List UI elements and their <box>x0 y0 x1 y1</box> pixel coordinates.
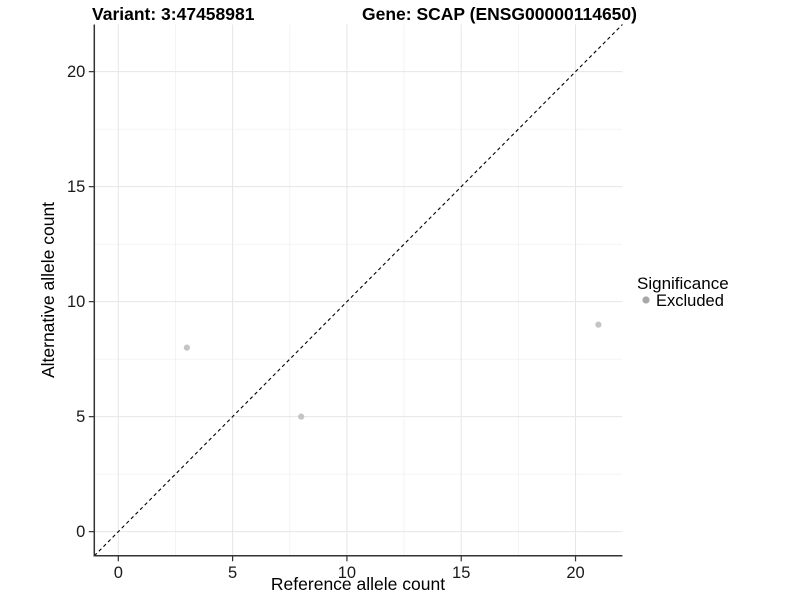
y-tick-label: 10 <box>67 293 85 311</box>
x-tick-label: 15 <box>452 564 470 582</box>
identity-line-layer <box>93 24 623 557</box>
data-points-layer <box>183 321 602 420</box>
y-tick-label: 20 <box>67 63 85 81</box>
x-tick-label: 5 <box>228 564 237 582</box>
x-tick-label: 0 <box>114 564 123 582</box>
x-tick-label: 20 <box>566 564 584 582</box>
legend: Significance Excluded <box>637 274 729 310</box>
plot-title-gene: Gene: SCAP (ENSG00000114650) <box>362 4 637 24</box>
legend-entry-excluded: Excluded <box>642 292 724 310</box>
data-point <box>595 321 602 328</box>
y-axis-label: Alternative allele count <box>38 202 58 378</box>
plot-title-variant: Variant: 3:47458981 <box>92 4 255 24</box>
data-point <box>183 344 190 351</box>
legend-key-dot-icon <box>642 296 650 304</box>
x-tick-label: 10 <box>338 564 356 582</box>
y-tick-label: 5 <box>76 408 85 426</box>
identity-line <box>93 24 623 557</box>
legend-entry-label: Excluded <box>656 292 724 310</box>
legend-title: Significance <box>637 274 729 293</box>
data-point <box>298 413 305 420</box>
axes-layer: 0 5 10 15 20 0 5 10 15 20 <box>67 24 623 582</box>
x-axis-label: Reference allele count <box>271 574 445 594</box>
y-tick-label: 15 <box>67 178 85 196</box>
gridlines-layer <box>94 24 623 556</box>
y-tick-label: 0 <box>76 523 85 541</box>
